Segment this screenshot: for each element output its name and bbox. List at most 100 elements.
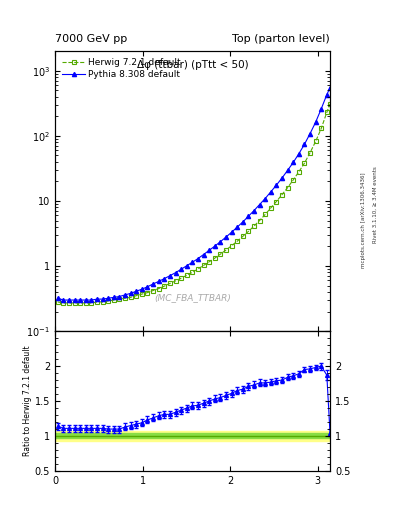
Herwig 7.2.1 default	[252, 223, 256, 229]
Pythia 8.308 default	[263, 196, 268, 202]
Herwig 7.2.1 default	[117, 296, 122, 302]
Pythia 8.308 default	[291, 159, 296, 165]
Pythia 8.308 default	[212, 243, 217, 249]
Herwig 7.2.1 default	[61, 300, 66, 306]
Pythia 8.308 default	[325, 92, 329, 98]
Pythia 8.308 default	[129, 290, 133, 296]
Pythia 8.308 default	[151, 281, 156, 287]
Pythia 8.308 default	[268, 189, 273, 195]
Pythia 8.308 default	[112, 294, 116, 301]
Herwig 7.2.1 default	[302, 160, 307, 166]
Herwig 7.2.1 default	[274, 199, 279, 205]
Herwig 7.2.1 default	[229, 243, 234, 249]
Herwig 7.2.1 default	[263, 211, 268, 218]
Pythia 8.308 default	[302, 141, 307, 147]
Herwig 7.2.1 default	[296, 169, 301, 175]
Herwig 7.2.1 default	[95, 299, 99, 305]
Herwig 7.2.1 default	[280, 191, 285, 198]
Pythia 8.308 default	[61, 297, 66, 303]
Pythia 8.308 default	[55, 295, 60, 301]
Pythia 8.308 default	[184, 263, 189, 269]
Pythia 8.308 default	[95, 296, 99, 302]
Herwig 7.2.1 default	[145, 290, 150, 296]
Herwig 7.2.1 default	[184, 272, 189, 279]
Pythia 8.308 default	[145, 284, 150, 290]
Pythia 8.308 default	[100, 296, 105, 302]
Herwig 7.2.1 default	[67, 300, 72, 306]
Herwig 7.2.1 default	[112, 297, 116, 303]
Herwig 7.2.1 default	[134, 293, 139, 299]
Pythia 8.308 default	[173, 270, 178, 276]
Herwig 7.2.1 default	[123, 295, 127, 301]
Herwig 7.2.1 default	[167, 281, 172, 287]
Pythia 8.308 default	[319, 106, 323, 112]
Herwig 7.2.1 default	[308, 150, 312, 156]
Text: Rivet 3.1.10, ≥ 3.4M events: Rivet 3.1.10, ≥ 3.4M events	[373, 166, 378, 243]
Herwig 7.2.1 default	[319, 125, 323, 132]
Herwig 7.2.1 default	[224, 247, 228, 253]
Pythia 8.308 default	[162, 275, 167, 282]
Pythia 8.308 default	[179, 266, 184, 272]
Herwig 7.2.1 default	[179, 275, 184, 281]
Pythia 8.308 default	[224, 234, 228, 240]
Pythia 8.308 default	[235, 224, 239, 230]
Pythia 8.308 default	[313, 119, 318, 125]
Pythia 8.308 default	[196, 255, 200, 262]
Herwig 7.2.1 default	[55, 299, 60, 305]
Pythia 8.308 default	[190, 259, 195, 265]
Pythia 8.308 default	[134, 288, 139, 294]
Herwig 7.2.1 default	[313, 138, 318, 144]
Herwig 7.2.1 default	[257, 218, 262, 224]
Pythia 8.308 default	[117, 293, 122, 300]
Herwig 7.2.1 default	[246, 228, 251, 234]
Pythia 8.308 default	[106, 295, 110, 301]
Herwig 7.2.1 default	[285, 185, 290, 191]
Text: (MC_FBA_TTBAR): (MC_FBA_TTBAR)	[154, 293, 231, 302]
Pythia 8.308 default	[229, 229, 234, 236]
Text: Top (parton level): Top (parton level)	[232, 33, 330, 44]
Herwig 7.2.1 default	[156, 286, 161, 292]
Pythia 8.308 default	[296, 151, 301, 157]
Herwig 7.2.1 default	[173, 278, 178, 284]
Herwig 7.2.1 default	[151, 287, 156, 293]
Herwig 7.2.1 default	[190, 269, 195, 275]
Text: 7000 GeV pp: 7000 GeV pp	[55, 33, 127, 44]
Pythia 8.308 default	[308, 131, 312, 137]
Pythia 8.308 default	[167, 272, 172, 279]
Herwig 7.2.1 default	[241, 233, 245, 240]
Herwig 7.2.1 default	[89, 300, 94, 306]
Pythia 8.308 default	[207, 247, 211, 253]
Pythia 8.308 default	[89, 297, 94, 303]
Herwig 7.2.1 default	[328, 101, 332, 107]
Line: Herwig 7.2.1 default: Herwig 7.2.1 default	[55, 101, 332, 306]
Herwig 7.2.1 default	[325, 109, 329, 115]
Herwig 7.2.1 default	[100, 299, 105, 305]
Herwig 7.2.1 default	[291, 177, 296, 183]
Herwig 7.2.1 default	[162, 283, 167, 289]
Pythia 8.308 default	[252, 207, 256, 214]
Pythia 8.308 default	[78, 297, 83, 303]
Pythia 8.308 default	[67, 297, 72, 303]
Herwig 7.2.1 default	[129, 294, 133, 301]
Pythia 8.308 default	[257, 202, 262, 208]
Herwig 7.2.1 default	[218, 251, 223, 257]
Pythia 8.308 default	[83, 297, 88, 303]
Line: Pythia 8.308 default: Pythia 8.308 default	[56, 86, 332, 302]
Herwig 7.2.1 default	[201, 262, 206, 268]
Legend: Herwig 7.2.1 default, Pythia 8.308 default: Herwig 7.2.1 default, Pythia 8.308 defau…	[59, 56, 184, 82]
Pythia 8.308 default	[72, 297, 77, 303]
Pythia 8.308 default	[201, 251, 206, 258]
Text: mcplots.cern.ch [arXiv:1306.3436]: mcplots.cern.ch [arXiv:1306.3436]	[361, 173, 366, 268]
Herwig 7.2.1 default	[78, 300, 83, 306]
Pythia 8.308 default	[328, 84, 332, 91]
Pythia 8.308 default	[241, 219, 245, 225]
Herwig 7.2.1 default	[207, 259, 211, 265]
Herwig 7.2.1 default	[235, 238, 239, 244]
Herwig 7.2.1 default	[196, 266, 200, 272]
Pythia 8.308 default	[123, 292, 127, 298]
Herwig 7.2.1 default	[212, 255, 217, 261]
Pythia 8.308 default	[156, 279, 161, 285]
Pythia 8.308 default	[280, 175, 285, 181]
Herwig 7.2.1 default	[106, 298, 110, 304]
Pythia 8.308 default	[218, 239, 223, 245]
